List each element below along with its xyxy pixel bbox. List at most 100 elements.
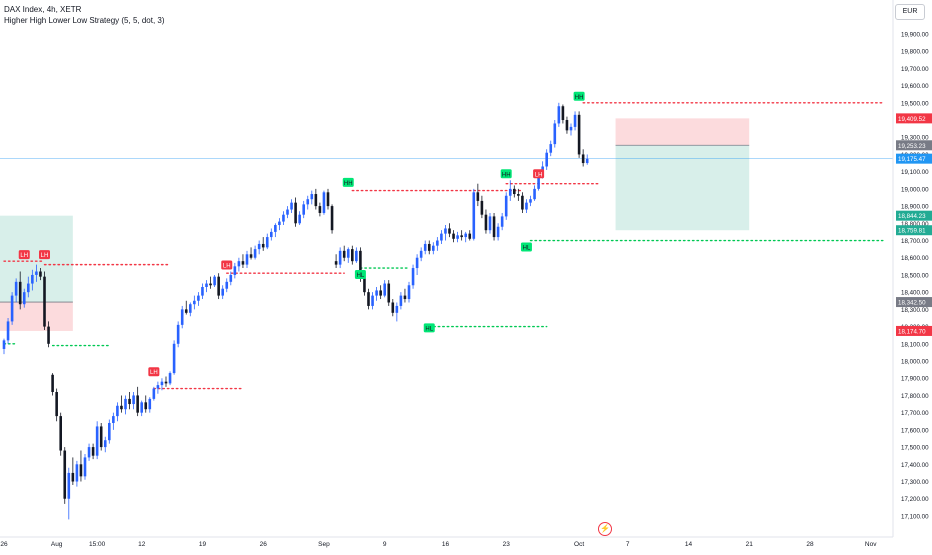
candle-body (241, 261, 245, 265)
price-label: 18,174.70 (896, 325, 932, 336)
time-tick-label: 23 (503, 541, 511, 548)
candle-body (573, 114, 577, 127)
price-tick-label: 19,700.00 (901, 66, 929, 73)
price-tick-label: 19,000.00 (901, 186, 929, 193)
candle-body (472, 192, 476, 239)
candle-body (83, 457, 87, 477)
candle-body (553, 123, 557, 145)
candle-body (529, 199, 532, 203)
time-tick-label: 14 (685, 541, 693, 548)
swing-label-text: HH (502, 172, 511, 178)
swing-label: HH (342, 177, 354, 187)
candle-body (108, 422, 111, 441)
chart-legend: DAX Index, 4h, XETR Higher High Lower Lo… (4, 4, 165, 26)
candle-body (302, 204, 305, 215)
candle-body (95, 426, 99, 456)
candle-body (31, 274, 34, 284)
candle-body (136, 395, 139, 413)
price-label-bg (896, 113, 932, 124)
candle-body (213, 276, 216, 286)
swing-label: LH (533, 169, 545, 179)
swing-label-text: HH (575, 95, 584, 101)
candle-body (172, 343, 176, 374)
candle-body (359, 250, 362, 279)
candle-body (395, 305, 399, 313)
price-label-text: 18,174.70 (898, 328, 926, 335)
swing-label-text: LH (150, 370, 158, 376)
time-tick-label: Sep (318, 541, 330, 548)
time-tick-label: Nov (865, 541, 877, 548)
candle-body (468, 233, 472, 239)
candle-body (290, 202, 293, 210)
price-label: 19,253.23 (896, 140, 932, 151)
candle-body (10, 295, 14, 322)
candle-body (484, 214, 488, 231)
swing-label-text: HH (344, 181, 353, 187)
candle-body (132, 395, 135, 405)
candle-body (245, 254, 249, 265)
candle-body (448, 228, 451, 234)
candle-body (585, 158, 589, 164)
candle-body (176, 324, 180, 344)
price-label: 18,342.50 (896, 297, 932, 308)
candle-body (270, 231, 273, 238)
candle-body (144, 402, 148, 410)
price-tick-label: 19,500.00 (901, 100, 929, 107)
candle-body (476, 192, 480, 201)
symbol-title[interactable]: DAX Index, 4h, XETR (4, 5, 82, 14)
indicator-title[interactable]: Higher High Lower Low Strategy (5, 5, do… (4, 16, 165, 25)
price-label-bg (896, 140, 932, 151)
currency-button[interactable]: EUR (895, 4, 925, 20)
candle-body (464, 233, 467, 238)
candle-body (330, 206, 334, 231)
candle-body (237, 261, 241, 267)
candle-body (419, 250, 423, 258)
price-tick-label: 17,500.00 (901, 445, 929, 452)
candle-body (549, 144, 553, 153)
candle-body (440, 233, 443, 241)
candle-body (310, 194, 314, 200)
candle-body (379, 290, 382, 296)
candle-body (411, 268, 415, 286)
candle-body (456, 235, 459, 239)
candle-body (63, 450, 67, 499)
candle-body (160, 381, 164, 386)
candle-body (128, 398, 131, 405)
price-axis (893, 0, 932, 550)
candle-body (184, 309, 188, 313)
candle-body (375, 290, 378, 296)
swing-label: LH (221, 260, 233, 270)
candle-body (513, 188, 516, 195)
price-tick-label: 18,600.00 (901, 255, 929, 262)
candle-body (116, 405, 119, 417)
price-tick-label: 19,100.00 (901, 169, 929, 176)
candle-body (79, 464, 83, 477)
price-label-text: 18,844.23 (898, 213, 926, 220)
take-profit-zone (615, 145, 750, 231)
candle-body (47, 326, 50, 344)
candle-body (22, 292, 26, 305)
candle-body (6, 321, 10, 341)
time-tick-label: 12 (138, 541, 146, 548)
candle-body (561, 106, 565, 121)
candle-body (201, 286, 204, 296)
swing-label-badge (533, 169, 545, 179)
price-tick-label: 18,900.00 (901, 204, 929, 211)
candle-body (371, 295, 374, 306)
swing-label-badge (423, 323, 435, 333)
price-label-text: 19,175.47 (898, 156, 926, 163)
lightning-icon[interactable]: ⚡ (598, 522, 612, 536)
candle-body (569, 126, 573, 131)
candle-body (164, 381, 168, 384)
candle-body (278, 221, 281, 226)
candle-body (193, 300, 196, 305)
candle-body (43, 276, 46, 327)
candle-body (581, 154, 585, 164)
price-tick-label: 18,300.00 (901, 307, 929, 314)
time-tick-label: Oct (574, 541, 584, 548)
candle-body (318, 206, 322, 213)
price-tick-label: 19,600.00 (901, 83, 929, 90)
